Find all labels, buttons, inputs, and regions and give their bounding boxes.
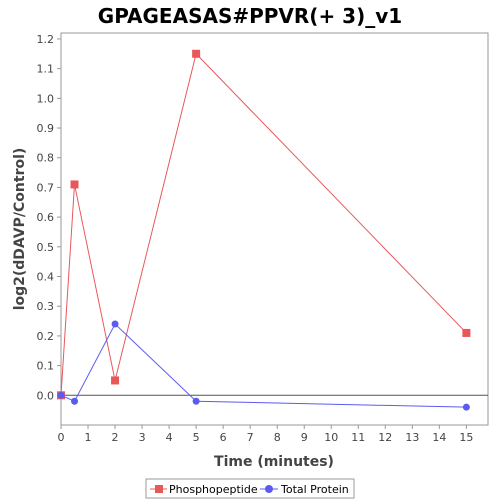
point-phosphopeptide xyxy=(111,376,120,385)
x-tick-label: 2 xyxy=(112,431,119,444)
legend-label-phosphopeptide: Phosphopeptide xyxy=(169,483,258,496)
y-tick-label: 0.1 xyxy=(37,360,55,373)
x-tick-label: 14 xyxy=(432,431,446,444)
point-phosphopeptide xyxy=(462,328,471,337)
legend-label-total-protein: Total Protein xyxy=(280,483,349,496)
x-tick-label: 4 xyxy=(166,431,173,444)
legend: Phosphopeptide Total Protein xyxy=(145,478,355,499)
x-tick-label: 11 xyxy=(351,431,365,444)
x-tick-label: 6 xyxy=(220,431,227,444)
point-total-protein xyxy=(57,391,65,399)
y-tick-label: 1.2 xyxy=(37,33,55,46)
chart-title: GPAGEASAS#PPVR(+ 3)_v1 xyxy=(98,4,402,28)
x-tick-label: 7 xyxy=(247,431,254,444)
point-total-protein xyxy=(71,397,79,405)
x-tick-label: 1 xyxy=(85,431,92,444)
x-tick-label: 0 xyxy=(58,431,65,444)
x-tick-label: 9 xyxy=(301,431,308,444)
point-total-protein xyxy=(192,397,200,405)
point-phosphopeptide xyxy=(70,180,79,189)
x-tick-label: 10 xyxy=(324,431,338,444)
y-tick-label: 0.3 xyxy=(37,300,55,313)
y-tick-label: 0.4 xyxy=(37,271,55,284)
legend-box xyxy=(145,478,355,499)
y-axis: 0.0 0.1 0.2 0.3 0.4 0.5 0.6 0.7 0.8 0.9 1.0 1.1 1.2 xyxy=(37,33,61,402)
y-tick-label: 0.6 xyxy=(37,211,55,224)
series-layer xyxy=(57,49,471,411)
x-tick-label: 5 xyxy=(193,431,200,444)
y-tick-label: 0.9 xyxy=(37,122,55,135)
x-axis: 0 1 2 3 4 5 6 7 8 9 10 11 12 13 14 15 xyxy=(58,425,473,444)
x-tick-label: 8 xyxy=(274,431,281,444)
x-tick-label: 3 xyxy=(139,431,146,444)
x-tick-label: 12 xyxy=(378,431,392,444)
y-tick-label: 1.1 xyxy=(37,63,55,76)
y-tick-label: 0.7 xyxy=(37,181,55,194)
legend-marker-total-protein xyxy=(265,485,273,493)
y-axis-label: log2(dDAVP/Control) xyxy=(12,148,28,311)
y-tick-label: 0.5 xyxy=(37,241,55,254)
point-total-protein xyxy=(111,320,119,328)
legend-marker-phosphopeptide xyxy=(155,485,163,493)
x-tick-label: 13 xyxy=(405,431,419,444)
y-tick-label: 1.0 xyxy=(37,92,55,105)
y-tick-label: 0.8 xyxy=(37,152,55,165)
y-tick-label: 0.0 xyxy=(37,389,55,402)
point-total-protein xyxy=(462,403,470,411)
y-tick-label: 0.2 xyxy=(37,330,55,343)
point-phosphopeptide xyxy=(192,49,201,58)
x-axis-label: Time (minutes) xyxy=(214,454,334,470)
x-tick-label: 15 xyxy=(459,431,473,444)
plot-area xyxy=(60,32,489,426)
